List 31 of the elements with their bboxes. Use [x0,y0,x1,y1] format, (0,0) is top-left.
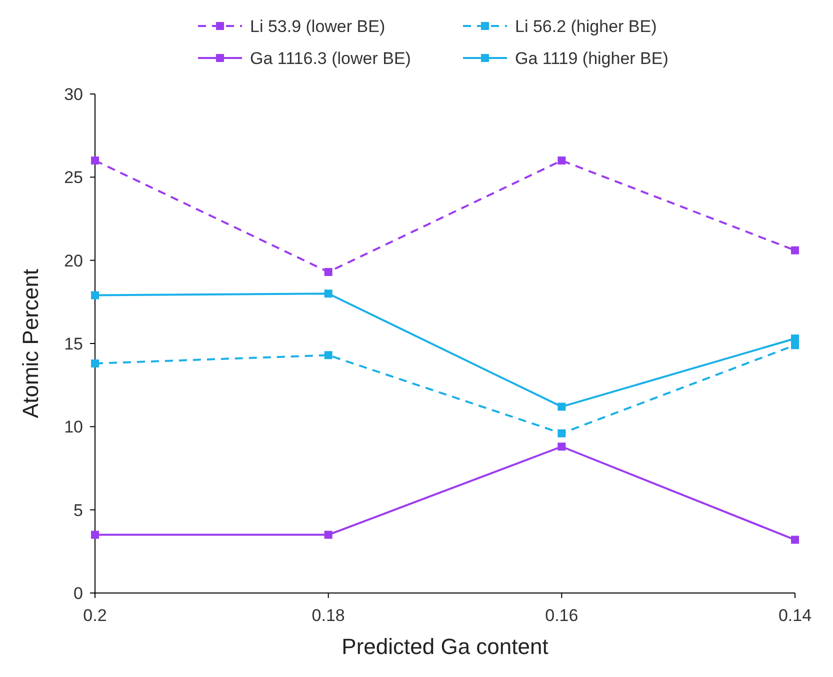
point [558,442,566,451]
legend-label: Ga 1116.3 (lower BE) [250,48,411,68]
legend-label: Li 56.2 (higher BE) [515,16,657,36]
y-tick-label: 5 [74,500,83,520]
x-tick-label: 0.2 [83,606,107,625]
y-tick-label: 25 [64,168,83,188]
point [558,429,566,438]
point [324,268,332,276]
y-tick-label: 30 [64,84,83,104]
point [558,156,566,165]
x-axis-title: Predicted Ga content [342,634,548,659]
legend-label: Ga 1119 (higher BE) [515,48,668,68]
point [324,290,332,298]
point [791,246,799,254]
point [324,530,332,539]
point [91,530,99,539]
y-tick-label: 0 [74,584,83,603]
x-tick-label: 0.16 [545,606,578,625]
point [558,402,566,411]
x-tick-label: 0.18 [312,606,345,625]
x-tick-label: 0.14 [778,606,812,625]
y-tick-label: 15 [64,334,83,354]
legend-label: Li 53.9 (lower BE) [250,16,386,36]
y-tick-label: 20 [64,251,83,270]
point [791,536,799,544]
point [91,156,99,165]
y-axis-title: Atomic Percent [18,268,43,418]
point [91,359,99,368]
point [324,351,332,360]
y-tick-label: 10 [64,418,83,437]
point [91,291,99,300]
